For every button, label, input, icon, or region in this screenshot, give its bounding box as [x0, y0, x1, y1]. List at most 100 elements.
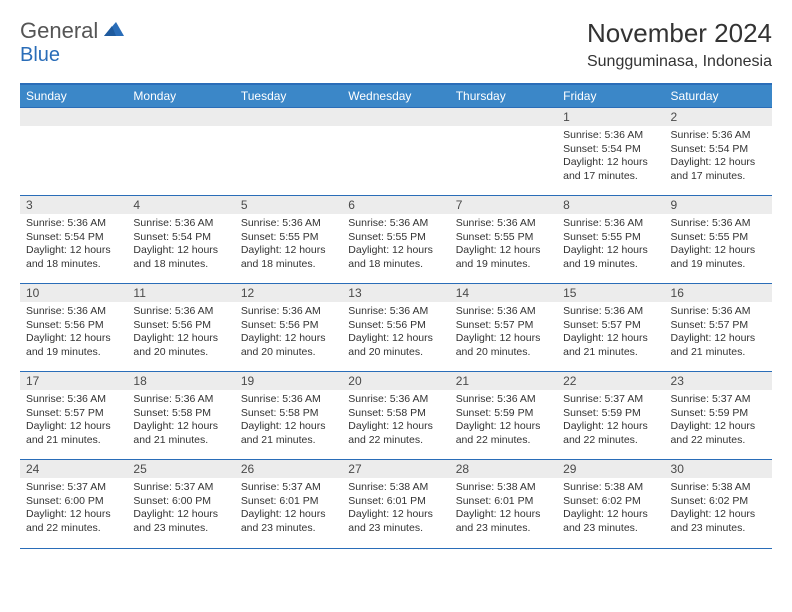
day-content: Sunrise: 5:36 AMSunset: 5:57 PMDaylight:…: [557, 302, 664, 364]
day-line: Sunset: 6:00 PM: [133, 495, 228, 509]
day-content: Sunrise: 5:37 AMSunset: 5:59 PMDaylight:…: [557, 390, 664, 452]
day-line: Daylight: 12 hours: [671, 332, 766, 346]
day-line: Sunrise: 5:37 AM: [563, 393, 658, 407]
day-content: [342, 126, 449, 133]
day-content: Sunrise: 5:36 AMSunset: 5:56 PMDaylight:…: [20, 302, 127, 364]
day-line: Sunrise: 5:36 AM: [456, 305, 551, 319]
day-content: Sunrise: 5:38 AMSunset: 6:02 PMDaylight:…: [665, 478, 772, 540]
day-line: Sunset: 5:55 PM: [241, 231, 336, 245]
day-line: Sunset: 5:55 PM: [456, 231, 551, 245]
day-cell: [450, 108, 557, 196]
day-line: and 22 minutes.: [26, 522, 121, 536]
day-number: 18: [127, 372, 234, 390]
day-line: Sunrise: 5:36 AM: [133, 393, 228, 407]
day-cell: 24Sunrise: 5:37 AMSunset: 6:00 PMDayligh…: [20, 460, 127, 548]
day-number: 19: [235, 372, 342, 390]
day-line: Daylight: 12 hours: [456, 508, 551, 522]
weekday-friday: Friday: [557, 84, 664, 108]
day-line: Sunrise: 5:36 AM: [348, 305, 443, 319]
day-cell: 14Sunrise: 5:36 AMSunset: 5:57 PMDayligh…: [450, 284, 557, 372]
day-line: Sunset: 5:54 PM: [26, 231, 121, 245]
day-content: Sunrise: 5:36 AMSunset: 5:55 PMDaylight:…: [557, 214, 664, 276]
day-number: 14: [450, 284, 557, 302]
day-number: 3: [20, 196, 127, 214]
weekday-monday: Monday: [127, 84, 234, 108]
day-number: 21: [450, 372, 557, 390]
day-line: Daylight: 12 hours: [563, 244, 658, 258]
day-number: 30: [665, 460, 772, 478]
day-line: Daylight: 12 hours: [671, 420, 766, 434]
day-line: Sunset: 5:54 PM: [671, 143, 766, 157]
day-line: Sunrise: 5:37 AM: [133, 481, 228, 495]
day-line: Sunset: 5:55 PM: [671, 231, 766, 245]
day-cell: 29Sunrise: 5:38 AMSunset: 6:02 PMDayligh…: [557, 460, 664, 548]
day-line: Sunrise: 5:36 AM: [348, 393, 443, 407]
day-number: [342, 108, 449, 126]
day-cell: 9Sunrise: 5:36 AMSunset: 5:55 PMDaylight…: [665, 196, 772, 284]
day-number: 27: [342, 460, 449, 478]
day-line: Daylight: 12 hours: [26, 332, 121, 346]
day-line: Sunset: 5:59 PM: [671, 407, 766, 421]
day-line: Daylight: 12 hours: [26, 508, 121, 522]
day-line: Sunrise: 5:36 AM: [671, 305, 766, 319]
day-line: and 23 minutes.: [133, 522, 228, 536]
day-cell: [235, 108, 342, 196]
day-content: [20, 126, 127, 133]
day-line: Sunrise: 5:38 AM: [456, 481, 551, 495]
day-line: and 19 minutes.: [456, 258, 551, 272]
day-line: Sunrise: 5:36 AM: [26, 305, 121, 319]
day-line: Sunrise: 5:37 AM: [241, 481, 336, 495]
day-line: Sunrise: 5:36 AM: [671, 217, 766, 231]
day-line: and 23 minutes.: [456, 522, 551, 536]
day-line: and 19 minutes.: [26, 346, 121, 360]
day-line: Daylight: 12 hours: [671, 244, 766, 258]
day-content: [127, 126, 234, 133]
day-line: Sunset: 5:56 PM: [348, 319, 443, 333]
day-line: Sunrise: 5:38 AM: [671, 481, 766, 495]
day-number: 17: [20, 372, 127, 390]
day-cell: 26Sunrise: 5:37 AMSunset: 6:01 PMDayligh…: [235, 460, 342, 548]
day-number: 28: [450, 460, 557, 478]
day-line: Sunset: 5:54 PM: [563, 143, 658, 157]
day-line: Sunset: 5:57 PM: [456, 319, 551, 333]
week-row: 24Sunrise: 5:37 AMSunset: 6:00 PMDayligh…: [20, 460, 772, 548]
day-line: Daylight: 12 hours: [456, 244, 551, 258]
day-line: Daylight: 12 hours: [26, 420, 121, 434]
day-content: Sunrise: 5:36 AMSunset: 5:56 PMDaylight:…: [342, 302, 449, 364]
logo: General: [20, 18, 128, 44]
day-line: Daylight: 12 hours: [348, 244, 443, 258]
day-content: Sunrise: 5:36 AMSunset: 5:56 PMDaylight:…: [235, 302, 342, 364]
day-line: Daylight: 12 hours: [563, 156, 658, 170]
day-line: Sunset: 6:01 PM: [456, 495, 551, 509]
day-cell: 1Sunrise: 5:36 AMSunset: 5:54 PMDaylight…: [557, 108, 664, 196]
sail-icon: [102, 20, 126, 38]
day-number: 20: [342, 372, 449, 390]
day-content: Sunrise: 5:36 AMSunset: 5:54 PMDaylight:…: [127, 214, 234, 276]
day-line: Sunset: 5:56 PM: [241, 319, 336, 333]
day-line: and 21 minutes.: [241, 434, 336, 448]
month-title: November 2024: [587, 18, 772, 49]
day-line: and 19 minutes.: [563, 258, 658, 272]
week-row: 3Sunrise: 5:36 AMSunset: 5:54 PMDaylight…: [20, 196, 772, 284]
day-line: Sunrise: 5:36 AM: [456, 217, 551, 231]
day-content: Sunrise: 5:36 AMSunset: 5:56 PMDaylight:…: [127, 302, 234, 364]
day-line: Sunset: 6:02 PM: [563, 495, 658, 509]
day-line: and 20 minutes.: [241, 346, 336, 360]
logo-text-blue: Blue: [20, 44, 60, 66]
top-bar: General November 2024 Sungguminasa, Indo…: [20, 18, 772, 71]
day-content: Sunrise: 5:36 AMSunset: 5:57 PMDaylight:…: [665, 302, 772, 364]
day-line: Sunrise: 5:36 AM: [241, 305, 336, 319]
calendar-body: 1Sunrise: 5:36 AMSunset: 5:54 PMDaylight…: [20, 108, 772, 548]
week-row: 17Sunrise: 5:36 AMSunset: 5:57 PMDayligh…: [20, 372, 772, 460]
weekday-row: Sunday Monday Tuesday Wednesday Thursday…: [20, 84, 772, 108]
day-line: Sunset: 5:57 PM: [671, 319, 766, 333]
day-line: Sunrise: 5:38 AM: [563, 481, 658, 495]
day-number: 7: [450, 196, 557, 214]
day-content: Sunrise: 5:36 AMSunset: 5:58 PMDaylight:…: [342, 390, 449, 452]
day-number: [450, 108, 557, 126]
day-cell: 3Sunrise: 5:36 AMSunset: 5:54 PMDaylight…: [20, 196, 127, 284]
day-line: and 21 minutes.: [671, 346, 766, 360]
day-line: Sunset: 5:58 PM: [348, 407, 443, 421]
day-line: and 23 minutes.: [671, 522, 766, 536]
day-cell: 15Sunrise: 5:36 AMSunset: 5:57 PMDayligh…: [557, 284, 664, 372]
